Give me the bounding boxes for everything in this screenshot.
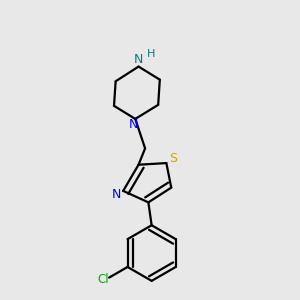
Text: S: S [169,152,178,165]
Text: H: H [147,49,155,59]
Text: Cl: Cl [98,273,109,286]
Text: N: N [129,118,138,131]
Text: N: N [112,188,121,201]
Text: N: N [134,53,143,66]
